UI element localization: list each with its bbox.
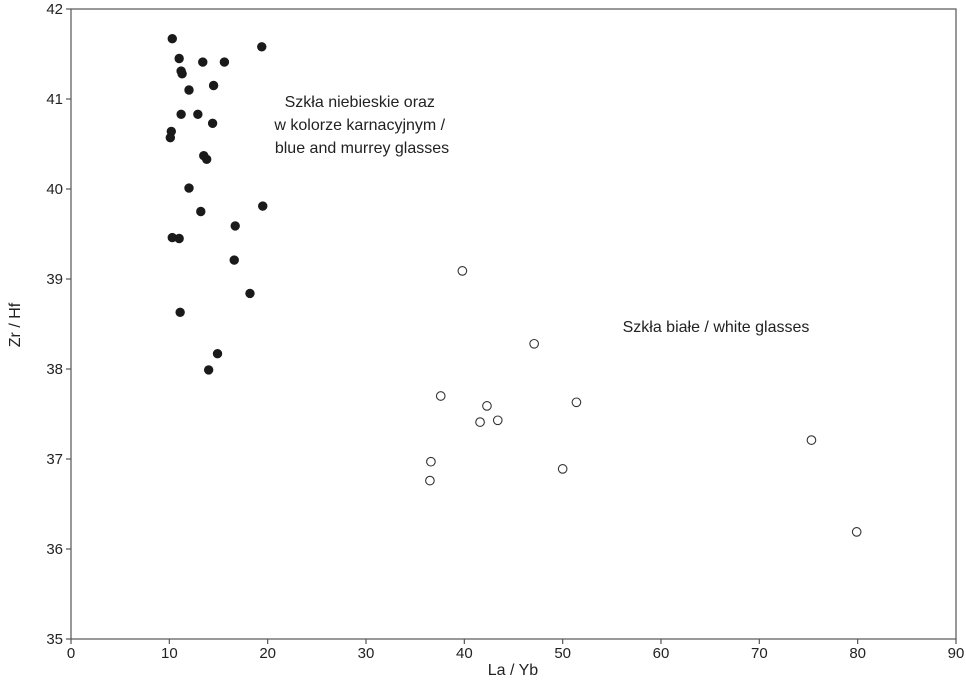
filled-data-point <box>229 255 239 265</box>
filled-data-point <box>174 233 184 244</box>
filled-data-point <box>193 109 203 120</box>
annotation-line: Szkła niebieskie oraz <box>285 94 435 111</box>
open-data-point <box>557 464 568 474</box>
annotation-line: blue and murrey glasses <box>275 140 449 157</box>
filled-data-point <box>207 118 218 129</box>
filled-data-point <box>184 85 194 95</box>
tick-marks <box>66 8 957 644</box>
x-tick-label: 30 <box>358 645 375 662</box>
filled-data-point <box>257 42 267 52</box>
open-data-point <box>851 527 862 537</box>
annotation-blue-murrey-glasses: Szkła niebieskie oraz w kolorze karnacyj… <box>273 94 449 157</box>
filled-data-point <box>196 206 206 217</box>
open-data-point <box>492 415 503 426</box>
filled-data-point <box>184 183 194 193</box>
filled-data-point <box>177 69 187 79</box>
x-tick-label: 70 <box>751 645 768 662</box>
y-tick-label: 36 <box>46 541 63 558</box>
filled-data-point <box>219 57 230 67</box>
x-axis-title: La / Yb <box>488 662 539 679</box>
filled-data-point <box>167 34 177 44</box>
open-data-point <box>435 391 446 401</box>
filled-data-point <box>176 109 186 120</box>
filled-data-point <box>165 132 176 143</box>
axes <box>70 8 957 640</box>
filled-data-point <box>198 57 208 67</box>
filled-data-point <box>258 201 268 211</box>
y-tick-label: 40 <box>46 181 63 198</box>
open-data-point <box>475 417 485 427</box>
filled-data-point <box>174 53 184 64</box>
open-data-point <box>806 435 817 445</box>
x-tick-label: 40 <box>456 645 473 662</box>
annotation-white-glasses: Szkła białe / white glasses <box>623 319 810 336</box>
y-tick-label: 37 <box>46 451 63 468</box>
annotation-line: Szkła białe / white glasses <box>623 319 810 336</box>
y-tick-label: 38 <box>46 361 63 378</box>
y-tick-label: 39 <box>46 271 63 288</box>
filled-data-point <box>245 288 255 299</box>
y-tick-label: 35 <box>46 631 63 648</box>
x-tick-label: 90 <box>948 645 965 662</box>
annotation-line: w kolorze karnacyjnym / <box>273 117 445 134</box>
x-tick-label: 50 <box>554 645 571 662</box>
open-data-point <box>571 397 582 408</box>
x-tick-label: 20 <box>259 645 276 662</box>
open-data-point <box>426 456 436 467</box>
filled-data-point <box>175 307 185 318</box>
filled-data-point <box>203 365 214 375</box>
y-tick-label: 42 <box>46 1 63 18</box>
open-data-point <box>457 266 468 276</box>
open-data-point <box>529 338 540 349</box>
filled-data-point <box>208 80 219 91</box>
filled-data-point <box>212 349 223 359</box>
x-tick-label: 10 <box>161 645 178 662</box>
x-tick-label: 80 <box>849 645 866 662</box>
plot-frame <box>70 8 957 640</box>
x-tick-label: 0 <box>67 645 75 662</box>
data-points <box>165 34 862 537</box>
open-data-point <box>482 401 492 411</box>
open-data-point <box>425 475 435 486</box>
filled-data-point <box>201 154 212 165</box>
filled-data-point <box>230 221 240 231</box>
x-tick-label: 60 <box>653 645 670 662</box>
y-tick-label: 41 <box>46 91 63 108</box>
y-axis-title: Zr / Hf <box>7 302 24 347</box>
